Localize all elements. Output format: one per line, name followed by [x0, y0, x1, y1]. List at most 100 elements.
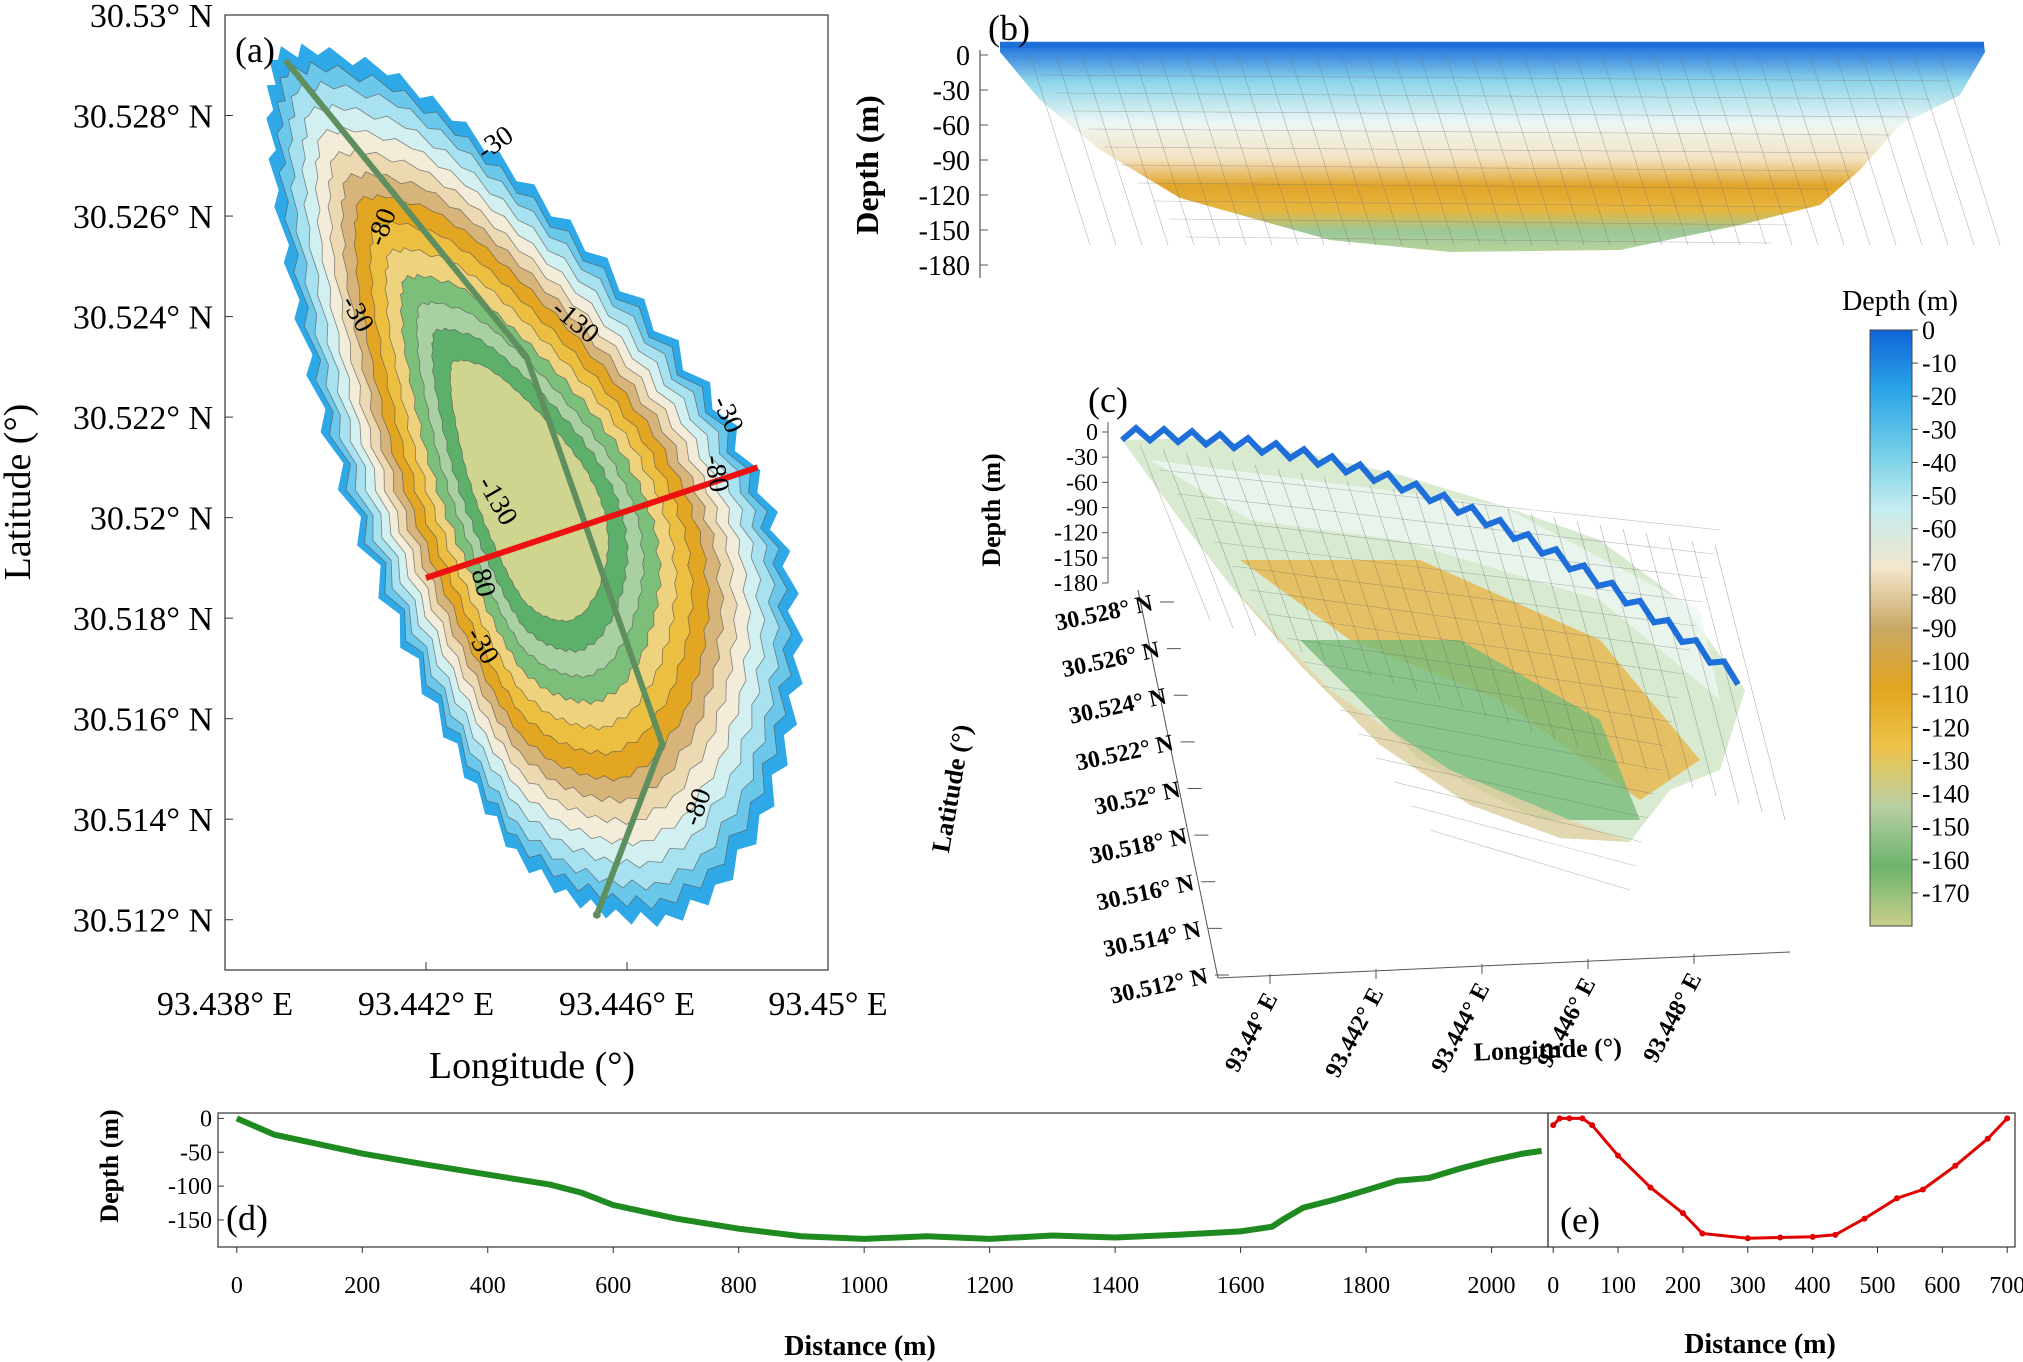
y-tick-label: 30.522° N	[73, 400, 213, 437]
profile-line-red	[425, 464, 759, 581]
axis-ticks-d: 0 200 400 600 800 1000 1200 1400 1600 1800 2000 0 -5…	[168, 1106, 1516, 1299]
y-tick-label: 30.518° N	[73, 601, 213, 638]
lat-tick-label: 30.528° N	[1053, 590, 1156, 636]
profile-point-e	[1679, 1210, 1686, 1217]
z-tick-label: -120	[1054, 521, 1098, 547]
x-tick-label-d: 2000	[1468, 1273, 1516, 1299]
y-tick-label-d: -100	[168, 1174, 212, 1200]
panel-label-c: (c)	[1088, 380, 1128, 420]
colorbar-tick-label: -40	[1922, 448, 1957, 477]
profile-point-e	[1699, 1230, 1706, 1237]
y-tick-label: 30.528° N	[73, 99, 213, 136]
z-tick-label: 0	[1086, 420, 1098, 446]
colorbar: Depth (m) 0 -10 -20 -30 -40 -50 -60 -70 -80 -90 -1…	[1842, 286, 1970, 927]
profile-point-e	[1777, 1234, 1784, 1241]
surface-color-zone	[1300, 640, 1640, 820]
y-tick-label-d: 0	[200, 1106, 212, 1132]
panel-c: 0-30-60-90-120-150-180 Depth (m) 30.528° N…	[926, 380, 1791, 1082]
colorbar-tick-label: -140	[1922, 780, 1970, 809]
profile-point-e	[1919, 1186, 1926, 1193]
lat-tick-label: 30.526° N	[1060, 637, 1163, 683]
colorbar-gradient	[1869, 329, 1913, 927]
colorbar-tick-label: -120	[1922, 713, 1970, 742]
colorbar-tick-label: -130	[1922, 746, 1970, 775]
colorbar-ticks: 0 -10 -20 -30 -40 -50 -60 -70 -80 -90 -100 -110 -120…	[1912, 316, 1970, 908]
colorbar-tick-label: -90	[1922, 614, 1957, 643]
profile-point-e	[1744, 1235, 1751, 1242]
x-tick-label-e: 300	[1730, 1273, 1766, 1299]
y-tick-label: 30.52° N	[90, 501, 213, 538]
z-tick-label: -150	[1054, 546, 1098, 572]
x-tick-label-d: 200	[344, 1273, 380, 1299]
z-tick-label: -60	[1066, 470, 1098, 496]
lat-tick-label: 30.512° N	[1108, 963, 1211, 1009]
profile-surface	[1000, 44, 1985, 252]
y-tick-label: 30.516° N	[73, 702, 213, 739]
x-tick-label-d: 1200	[966, 1273, 1014, 1299]
profile-point-e	[1579, 1115, 1586, 1122]
x-tick-label-d: 600	[595, 1273, 631, 1299]
x-tick-label-e: 600	[1924, 1273, 1960, 1299]
panel-e: 0 100 200 300 400 500 600 700 (e) Distance (m)	[1547, 1112, 2023, 1360]
depth-tick-label: -150	[919, 216, 970, 247]
depth-tick-label: -180	[919, 251, 970, 282]
surface-3d-rim	[1120, 424, 1741, 686]
profile-point-e	[2004, 1115, 2011, 1122]
x-tick-label-d: 400	[470, 1273, 506, 1299]
x-tick-label-d: 1600	[1217, 1273, 1265, 1299]
z-tick-label: -90	[1066, 496, 1098, 522]
surface-color-zone	[1150, 460, 1720, 700]
profile-end-point	[592, 910, 601, 919]
colorbar-tick-label: -170	[1922, 879, 1970, 908]
lon-axis-label: Longitude (°)	[1473, 1032, 1622, 1066]
colorbar-tick-label: -60	[1922, 515, 1957, 544]
x-tick-label: 93.438° E	[157, 986, 293, 1023]
panel-label-e: (e)	[1560, 1200, 1600, 1240]
lat-tick-label: 30.518° N	[1087, 823, 1190, 869]
y-tick-label: 30.512° N	[73, 903, 213, 940]
y-axis-label-d: Depth (m)	[95, 1109, 124, 1222]
panel-b: 0 -30 -60 -90 -120 -150 -180 (b) Depth (m)	[849, 8, 2001, 282]
profile-point-e	[1952, 1162, 1959, 1169]
panel-d: 0 200 400 600 800 1000 1200 1400 1600 1800 2000 0 -5…	[95, 1106, 1549, 1362]
contour-label: -80	[698, 452, 735, 494]
z-tick-label: -30	[1066, 445, 1098, 471]
x-tick-label-e: 100	[1600, 1273, 1636, 1299]
panel-label-d: (d)	[226, 1198, 268, 1238]
profile-point-e	[1589, 1122, 1596, 1129]
profile-point-e	[1556, 1115, 1563, 1122]
x-axis-label-d: Distance (m)	[784, 1331, 936, 1362]
depth-axis-label: Depth (m)	[849, 95, 885, 235]
z-tick-label: -180	[1054, 571, 1098, 597]
profile-point-e	[1984, 1135, 1991, 1142]
colorbar-tick-label: -160	[1922, 846, 1970, 875]
plot-frame-e	[1547, 1112, 2016, 1248]
colorbar-tick-label: -30	[1922, 415, 1957, 444]
depth-tick-label: -90	[933, 146, 970, 177]
colorbar-tick-label: 0	[1922, 316, 1935, 345]
depth-profile-line-d	[235, 1115, 1543, 1242]
lat-axis-label: Latitude (°)	[926, 722, 977, 855]
lat-tick-label: 30.514° N	[1101, 917, 1204, 963]
profile-point-e	[1861, 1215, 1868, 1222]
profile-point-e	[1550, 1122, 1557, 1129]
lat-tick-label: 30.524° N	[1067, 684, 1170, 730]
surface-3d-mesh	[1139, 444, 1786, 891]
colorbar-tick-label: -80	[1922, 581, 1957, 610]
depth-ticks: 0 -30 -60 -90 -120 -150 -180	[919, 41, 988, 282]
colorbar-tick-label: -100	[1922, 647, 1970, 676]
x-tick-label-d: 0	[231, 1273, 243, 1299]
colorbar-title: Depth (m)	[1842, 286, 1958, 317]
contour-band	[449, 359, 610, 623]
colorbar-tick-label: -150	[1922, 813, 1970, 842]
profile-lines	[282, 58, 759, 919]
depth-profile-points-e	[1550, 1115, 2011, 1242]
colorbar-tick-label: -20	[1922, 382, 1957, 411]
lon-tick-label: 93.442° E	[1321, 984, 1390, 1082]
y-tick-label: 30.53° N	[90, 0, 213, 35]
y-tick-label-d: -50	[180, 1140, 212, 1166]
x-tick-label-d: 1800	[1342, 1273, 1390, 1299]
y-tick-label: 30.514° N	[73, 802, 213, 839]
x-axis-label: Longitude (°)	[429, 1045, 635, 1087]
